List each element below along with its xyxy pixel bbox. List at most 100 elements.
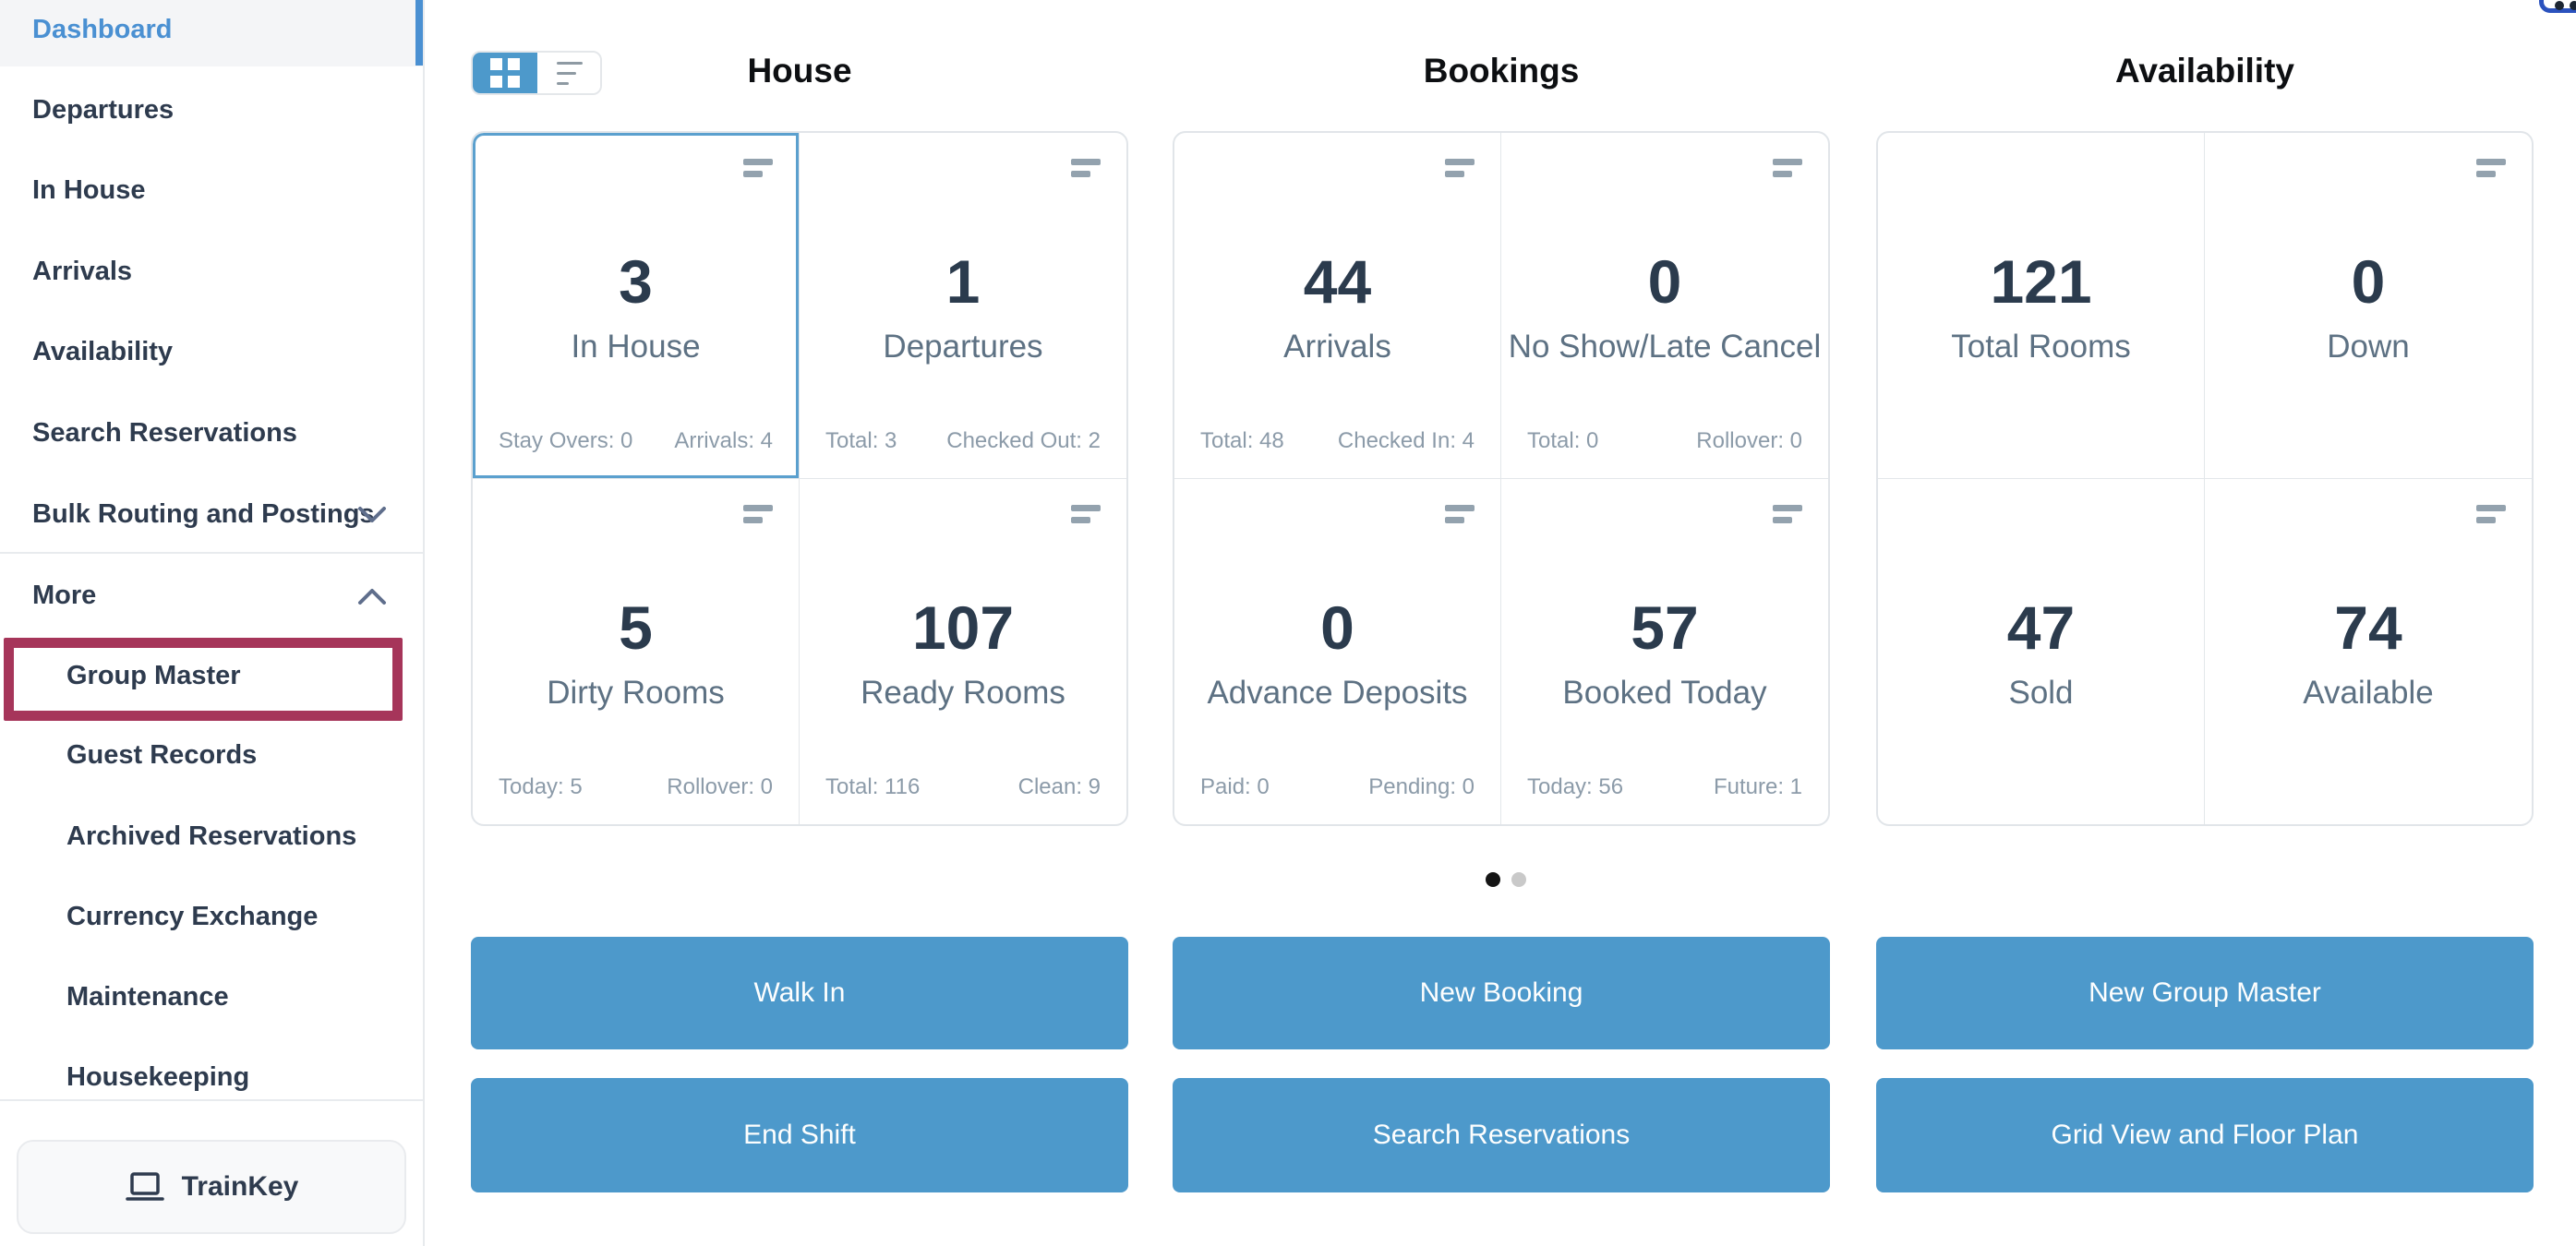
laptop-icon [125,1172,164,1201]
stat-footer-left: Total: 3 [825,427,897,453]
stat-value: 44 [1303,247,1372,316]
bars-icon [2476,159,2506,177]
chevron-down-icon[interactable] [356,504,388,526]
view-toggle [471,51,602,95]
active-item-background [0,0,423,66]
list-view-button[interactable] [537,53,600,93]
stat-footer-left: Total: 0 [1527,427,1599,453]
stat-card-sold[interactable]: 47 Sold [1878,478,2205,824]
bars-icon [1773,504,1802,523]
sidebar-item-in-house[interactable]: In House [32,157,383,223]
sidebar-item-more[interactable]: More [32,562,383,629]
search-reservations-button[interactable]: Search Reservations [1173,1078,1830,1192]
stat-card-total-rooms[interactable]: 121 Total Rooms [1878,133,2205,479]
stat-card-advance-deposits[interactable]: 0 Advance Deposits Paid: 0 Pending: 0 [1174,478,1501,824]
stat-card-booked-today[interactable]: 57 Booked Today Today: 56 Future: 1 [1501,479,1828,825]
sidebar-divider [0,1099,423,1101]
stat-card-no-show-late-cancel[interactable]: 0 No Show/Late Cancel Total: 0 Rollover:… [1501,133,1828,479]
sidebar-item-label: Maintenance [66,981,229,1012]
grid-view-and-floor-plan-button[interactable]: Grid View and Floor Plan [1876,1078,2534,1192]
stat-label: Available [2303,674,2434,711]
trainkey-button[interactable]: TrainKey [17,1140,406,1234]
carousel-dot-active[interactable] [1486,872,1500,887]
sidebar-divider [0,552,423,554]
stat-card-departures[interactable]: 1 Departures Total: 3 Checked Out: 2 [800,133,1126,479]
bars-icon [743,159,773,177]
sidebar-item-label: In House [32,174,146,205]
bars-icon [1445,159,1475,177]
sidebar-item-label: Group Master [66,660,241,690]
stat-card-dirty-rooms[interactable]: 5 Dirty Rooms Today: 5 Rollover: 0 [473,478,800,824]
sidebar-item-group-master[interactable]: Group Master [66,642,383,709]
stat-label: Advance Deposits [1207,674,1468,711]
sidebar-item-label: Search Reservations [32,417,297,448]
stat-label: Arrivals [1283,329,1391,365]
sidebar-item-label: Archived Reservations [66,821,357,851]
stat-group-house: 3 In House Stay Overs: 0 Arrivals: 4 1 D… [471,131,1128,826]
group-title-availability: Availability [2115,52,2294,90]
sidebar-item-bulk-routing-and-postings[interactable]: Bulk Routing and Postings [32,481,383,547]
sidebar-item-currency-exchange[interactable]: Currency Exchange [66,883,383,950]
stat-label: Ready Rooms [861,674,1065,711]
bars-icon [1071,504,1101,523]
stat-footer-right: Pending: 0 [1368,774,1475,799]
stat-value: 1 [945,247,981,316]
stat-label: Booked Today [1562,674,1767,711]
stat-value: 5 [619,593,653,662]
sidebar-item-label: Arrivals [32,256,133,286]
stat-label: In House [571,329,701,365]
stat-card-arrivals[interactable]: 44 Arrivals Total: 48 Checked In: 4 [1174,133,1501,479]
stat-footer-right: Clean: 9 [1017,774,1101,799]
bars-icon [743,504,773,523]
carousel-dot-inactive[interactable] [1511,872,1526,887]
stat-card-down[interactable]: 0 Down [2205,133,2532,479]
sidebar-item-search-reservations[interactable]: Search Reservations [32,400,383,466]
sidebar-item-guest-records[interactable]: Guest Records [66,722,383,788]
bars-icon [1445,504,1475,523]
chevron-up-icon[interactable] [356,585,388,607]
stat-card-ready-rooms[interactable]: 107 Ready Rooms Total: 116 Clean: 9 [800,479,1126,825]
new-booking-button[interactable]: New Booking [1173,937,1830,1049]
stat-value: 57 [1631,593,1699,662]
stat-value: 107 [911,593,1015,662]
stat-label: Down [2327,329,2410,365]
grid-view-button[interactable] [473,53,537,93]
sidebar-item-archived-reservations[interactable]: Archived Reservations [66,803,383,869]
new-group-master-button[interactable]: New Group Master [1876,937,2534,1049]
stat-label: Sold [2008,674,2074,711]
stat-footer-left: Stay Overs: 0 [499,427,633,453]
sidebar-item-dashboard[interactable]: Dashboard [32,0,383,63]
stat-label: Departures [883,329,1043,365]
sidebar-item-housekeeping[interactable]: Housekeeping [66,1044,383,1110]
stat-footer-left: Paid: 0 [1200,774,1270,799]
grid-view-icon [490,58,520,88]
sidebar-item-maintenance[interactable]: Maintenance [66,964,383,1030]
stat-footer-right: Rollover: 0 [667,774,773,799]
stat-value: 74 [2334,593,2402,662]
stat-footer-right: Rollover: 0 [1696,427,1802,453]
sidebar: Dashboard Departures In House Arrivals A… [0,0,425,1246]
active-item-indicator [415,0,423,66]
stat-footer-right: Arrivals: 4 [674,427,773,453]
sidebar-item-label: Availability [32,336,174,366]
end-shift-button[interactable]: End Shift [471,1078,1128,1192]
stat-value: 0 [2351,247,2386,316]
stat-footer-right: Future: 1 [1713,774,1802,799]
stat-card-available[interactable]: 74 Available [2205,479,2532,825]
sidebar-item-arrivals[interactable]: Arrivals [32,238,383,305]
stat-value: 3 [619,247,653,316]
bars-icon [1071,159,1101,177]
stat-value: 121 [1990,247,2092,316]
trainkey-label: TrainKey [181,1171,299,1202]
corner-overlay-badge [2539,0,2576,13]
stat-label: Total Rooms [1951,329,2131,365]
stat-footer-right: Checked Out: 2 [946,427,1101,453]
stat-card-in-house[interactable]: 3 In House Stay Overs: 0 Arrivals: 4 [473,133,800,479]
sidebar-item-departures[interactable]: Departures [32,77,383,143]
stat-group-bookings: 44 Arrivals Total: 48 Checked In: 4 0 No… [1173,131,1830,826]
stat-group-availability: 121 Total Rooms 0 Down 47 Sold 74 Availa… [1876,131,2534,826]
walk-in-button[interactable]: Walk In [471,937,1128,1049]
stat-value: 47 [2006,593,2076,662]
stat-value: 0 [1320,593,1354,662]
sidebar-item-availability[interactable]: Availability [32,318,383,385]
